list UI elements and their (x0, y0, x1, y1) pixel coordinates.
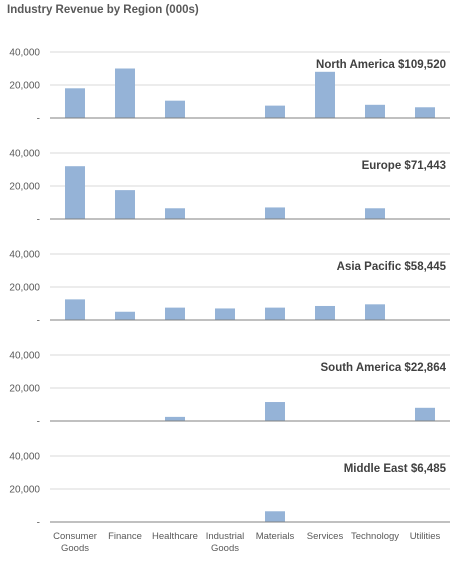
y-tick-label: 20,000 (9, 384, 40, 395)
y-tick-label: 20,000 (9, 283, 40, 294)
y-tick-label: 40,000 (9, 149, 40, 160)
bar (365, 104, 385, 118)
panel-label: Middle East $6,485 (344, 463, 447, 475)
category-label: Industrial (206, 531, 245, 542)
bar (115, 190, 135, 219)
bar (115, 311, 135, 320)
y-tick-label: - (37, 518, 40, 529)
y-tick-label: 40,000 (9, 351, 40, 362)
y-tick-label: - (37, 215, 40, 226)
category-label: Services (307, 531, 344, 542)
bar (365, 304, 385, 320)
bar (365, 208, 385, 219)
panel-label: North America $109,520 (316, 59, 446, 71)
category-label: Materials (256, 531, 295, 542)
category-label: Consumer (53, 531, 97, 542)
bar (315, 71, 335, 118)
category-label: Utilities (410, 531, 441, 542)
bar (315, 305, 335, 320)
y-tick-label: 40,000 (9, 250, 40, 261)
bar (165, 416, 185, 421)
bar (265, 207, 285, 219)
category-label: Goods (211, 543, 239, 554)
panel-label: Asia Pacific $58,445 (337, 261, 447, 273)
bar (265, 105, 285, 118)
category-label: Healthcare (152, 531, 198, 542)
bar (415, 107, 435, 118)
bar (165, 307, 185, 320)
category-label: Finance (108, 531, 142, 542)
y-tick-label: - (37, 114, 40, 125)
panel-label: Europe $71,443 (362, 160, 446, 172)
y-tick-label: - (37, 316, 40, 327)
bar (165, 100, 185, 118)
y-tick-label: - (37, 417, 40, 428)
chart-title: Industry Revenue by Region (000s) (7, 4, 199, 16)
panel-label: South America $22,864 (321, 362, 447, 374)
bar (165, 208, 185, 219)
bar (65, 299, 85, 320)
bar (265, 511, 285, 522)
bar (415, 407, 435, 421)
category-label: Technology (351, 531, 399, 542)
y-tick-label: 40,000 (9, 48, 40, 59)
bar (115, 68, 135, 118)
bar (265, 307, 285, 320)
y-tick-label: 40,000 (9, 452, 40, 463)
y-tick-label: 20,000 (9, 485, 40, 496)
bar (215, 308, 235, 320)
bar (65, 88, 85, 118)
y-tick-label: 20,000 (9, 182, 40, 193)
bar (265, 402, 285, 421)
bar (65, 166, 85, 219)
y-tick-label: 20,000 (9, 81, 40, 92)
category-label: Goods (61, 543, 89, 554)
